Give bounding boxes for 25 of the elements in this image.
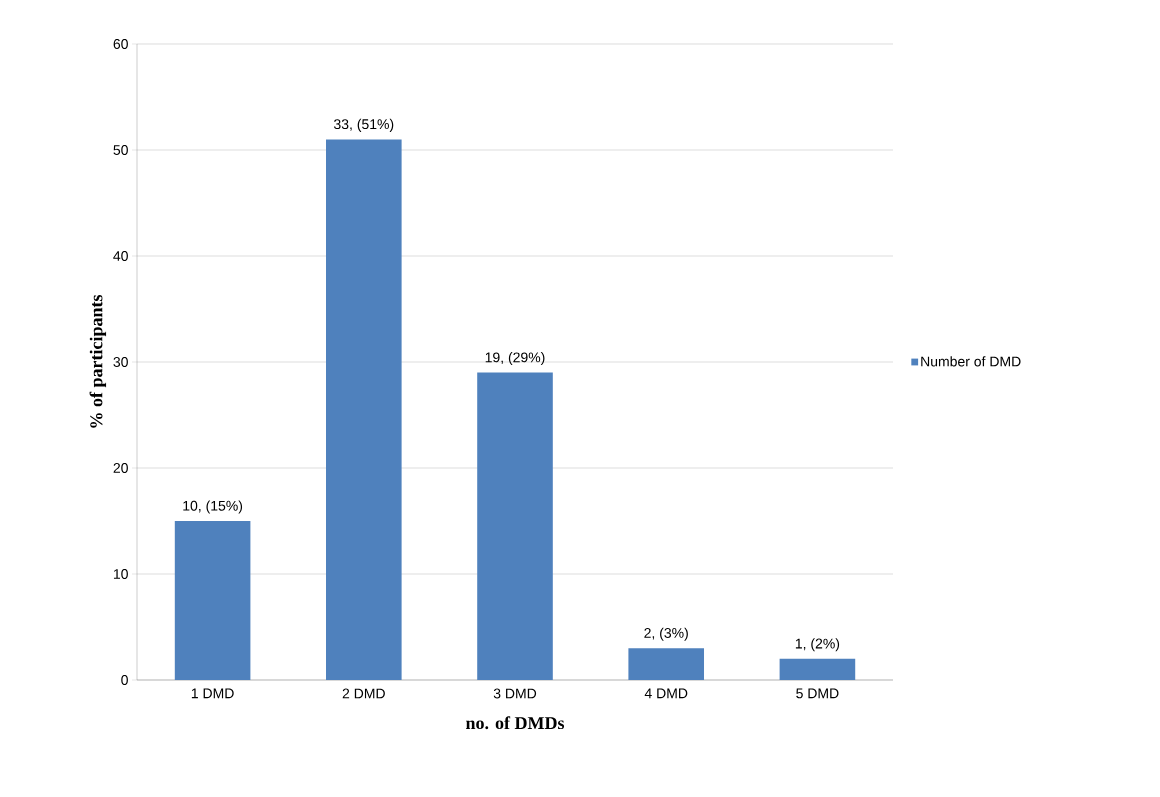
y-tick-label: 40 bbox=[113, 251, 128, 261]
data-label: 2, (3%) bbox=[644, 627, 688, 641]
y-tick-label: 60 bbox=[113, 39, 128, 49]
y-tick-label: 20 bbox=[113, 463, 128, 473]
y-tick-label: 50 bbox=[113, 145, 128, 155]
y-axis-title: % of participants bbox=[89, 294, 107, 428]
x-tick-label: 5 DMD bbox=[796, 688, 839, 699]
bar bbox=[477, 372, 553, 680]
data-label: 33, (51%) bbox=[333, 118, 394, 132]
bar bbox=[326, 139, 402, 680]
bar bbox=[174, 521, 251, 680]
x-tick-label: 4 DMD bbox=[644, 688, 688, 699]
x-axis-title: no. of DMDs bbox=[465, 716, 565, 730]
data-label: 19, (29%) bbox=[485, 352, 545, 366]
y-tick-label: 0 bbox=[121, 675, 128, 685]
x-tick-label: 3 DMD bbox=[493, 688, 537, 699]
data-label: 1, (2%) bbox=[795, 638, 840, 652]
bar bbox=[779, 658, 856, 680]
legend-label: Number of DMD bbox=[921, 356, 1021, 367]
x-tick-label: 2 DMD bbox=[342, 688, 385, 699]
y-tick-label: 10 bbox=[113, 569, 128, 579]
y-tick-label: 30 bbox=[113, 357, 128, 367]
x-tick-label: 1 DMD bbox=[191, 688, 234, 699]
data-label: 10, (15%) bbox=[183, 500, 243, 514]
bar bbox=[628, 648, 705, 680]
